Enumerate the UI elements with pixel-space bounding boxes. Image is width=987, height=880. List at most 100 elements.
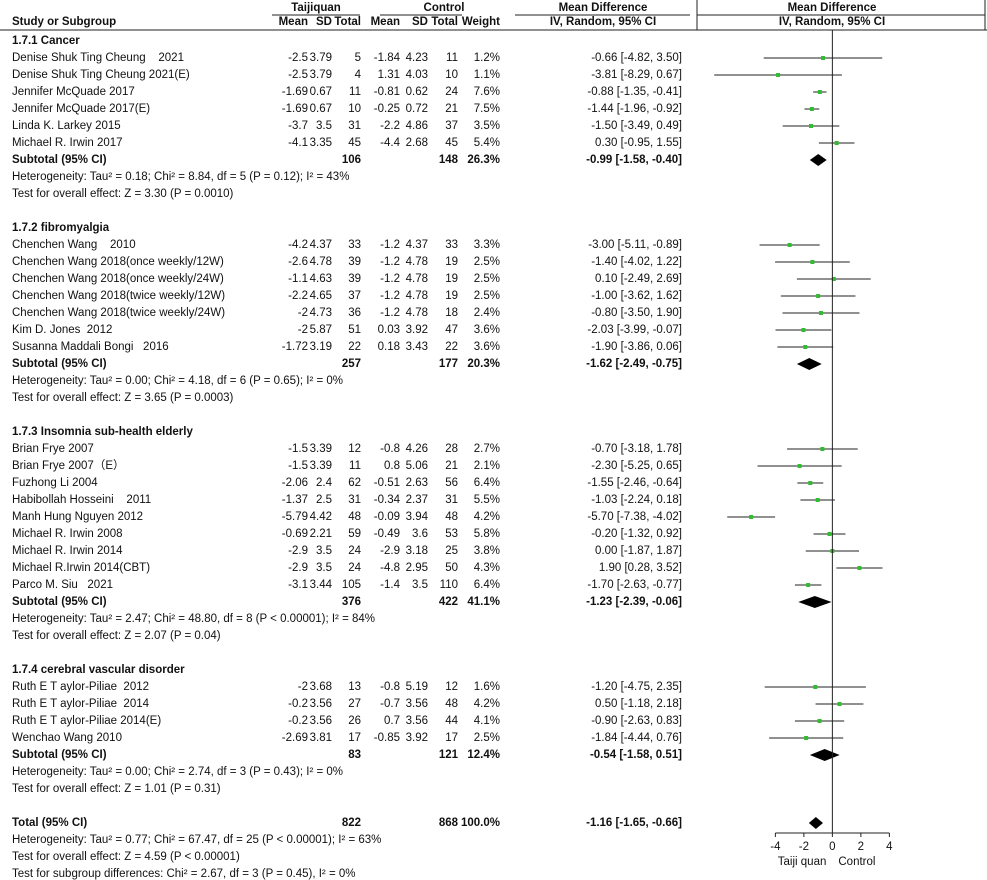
cell: -0.99 [-1.58, -0.40] — [586, 154, 682, 166]
heterogeneity: Heterogeneity: Tau² = 0.18; Chi² = 8.84,… — [12, 171, 349, 183]
cell: 2.5% — [474, 273, 500, 285]
cell: 0.30 [-0.95, 1.55] — [595, 137, 682, 149]
cell: 4.78 — [406, 273, 428, 285]
cell: 19 — [445, 256, 458, 268]
cell: -1.2 — [380, 273, 400, 285]
group-title: 1.7.3 Insomnia sub-health elderly — [12, 426, 193, 438]
cell: 22 — [445, 341, 458, 353]
cell: 4.37 — [310, 239, 332, 251]
cell: -0.51 — [374, 477, 400, 489]
point-estimate — [817, 90, 822, 94]
cell: 3.35 — [310, 137, 332, 149]
cell: 13 — [348, 681, 361, 693]
cell: -0.25 — [374, 103, 400, 115]
cell: 17 — [445, 732, 458, 744]
cell: 4.23 — [406, 52, 428, 64]
cell: 48 — [348, 511, 361, 523]
study-name: Ruth E T aylor-Piliae 2012 — [12, 681, 149, 693]
study-name: Chenchen Wang 2010 — [12, 239, 136, 251]
heterogeneity: Heterogeneity: Tau² = 0.00; Chi² = 4.18,… — [12, 375, 343, 387]
cell: 0.03 — [378, 324, 400, 336]
study-name: Chenchen Wang 2018(once weekly/12W) — [12, 256, 224, 268]
point-estimate — [808, 481, 813, 485]
cell: -1.70 [-2.63, -0.77] — [587, 579, 682, 591]
cell: -1.44 [-1.96, -0.92] — [587, 103, 682, 115]
study-name: Linda K. Larkey 2015 — [12, 120, 121, 132]
cell: 177 — [439, 358, 458, 370]
cell: 5.8% — [474, 528, 500, 540]
overall-effect: Test for overall effect: Z = 2.07 (P = 0… — [12, 630, 221, 642]
header: Taijiquan — [291, 2, 341, 14]
cell: -3.00 [-5.11, -0.89] — [588, 239, 682, 251]
cell: -0.90 [-2.63, 0.83] — [591, 715, 682, 727]
cell: 4.2% — [474, 511, 500, 523]
study-name: Wenchao Wang 2010 — [12, 732, 122, 744]
cell: 422 — [439, 596, 458, 608]
x-tick-label: 2 — [858, 841, 864, 853]
cell: 48 — [445, 511, 458, 523]
cell: 0.72 — [406, 103, 428, 115]
cell: 3.56 — [310, 715, 332, 727]
study-name: Chenchen Wang 2018(twice weekly/24W) — [12, 307, 225, 319]
cell: 121 — [439, 749, 459, 761]
cell: 2.21 — [310, 528, 332, 540]
cell: 4.86 — [406, 120, 428, 132]
study-name: Chenchen Wang 2018(once weekly/24W) — [12, 273, 224, 285]
diamond — [798, 596, 832, 608]
study-name: Ruth E T aylor-Piliae 2014 — [12, 698, 150, 710]
study-name: Habibollah Hosseini 2011 — [12, 494, 151, 506]
header: Mean Difference — [559, 2, 648, 14]
cell: -0.69 — [282, 528, 308, 540]
study-name: Kim D. Jones 2012 — [12, 324, 112, 336]
cell: 0.7 — [384, 715, 400, 727]
x-tick-label: 0 — [829, 841, 835, 853]
cell: 7.5% — [474, 103, 500, 115]
cell: -0.85 — [374, 732, 400, 744]
cell: -1.1 — [288, 273, 308, 285]
point-estimate — [837, 702, 842, 706]
cell: 5.87 — [310, 324, 332, 336]
favours-right: Control — [838, 856, 875, 868]
cell: 4.37 — [406, 239, 428, 251]
cell: -5.79 — [282, 511, 308, 523]
cell: -1.2 — [380, 290, 400, 302]
cell: 2.7% — [474, 443, 500, 455]
study-name: Jennifer McQuade 2017(E) — [12, 103, 150, 115]
point-estimate — [810, 260, 815, 264]
cell: 31 — [445, 494, 458, 506]
cell: -1.69 — [282, 103, 308, 115]
cell: 48 — [445, 698, 458, 710]
cell: 4.03 — [406, 69, 428, 81]
cell: -1.69 — [282, 86, 308, 98]
cell: -3.7 — [288, 120, 308, 132]
cell: 3.5% — [474, 120, 500, 132]
cell: 11 — [349, 460, 361, 472]
study-name: Michael R.Irwin 2014(CBT) — [12, 562, 150, 574]
cell: 3.56 — [310, 698, 332, 710]
cell: 0.18 — [378, 341, 400, 353]
cell: -0.20 [-1.32, 0.92] — [591, 528, 682, 540]
cell: -0.09 — [374, 511, 400, 523]
cell: 110 — [440, 579, 458, 591]
cell: 4.42 — [310, 511, 332, 523]
cell: 3.92 — [406, 324, 428, 336]
cell: 31 — [348, 494, 361, 506]
cell: 26.3% — [467, 154, 500, 166]
cell: -5.70 [-7.38, -4.02] — [587, 511, 682, 523]
cell: 2.5% — [474, 290, 500, 302]
cell: -1.2 — [380, 239, 400, 251]
study-name: Chenchen Wang 2018(twice weekly/12W) — [12, 290, 225, 302]
cell: 31 — [348, 120, 361, 132]
cell: -2.06 — [282, 477, 308, 489]
study-name: Jennifer McQuade 2017 — [12, 86, 135, 98]
cell: 19 — [445, 273, 458, 285]
point-estimate — [804, 736, 809, 740]
cell: 2.4% — [474, 307, 500, 319]
point-estimate — [827, 532, 832, 536]
cell: -2 — [298, 307, 308, 319]
cell: 56 — [445, 477, 458, 489]
group-title: 1.7.1 Cancer — [12, 35, 80, 47]
cell: -0.81 — [374, 86, 400, 98]
cell: 10 — [348, 103, 361, 115]
